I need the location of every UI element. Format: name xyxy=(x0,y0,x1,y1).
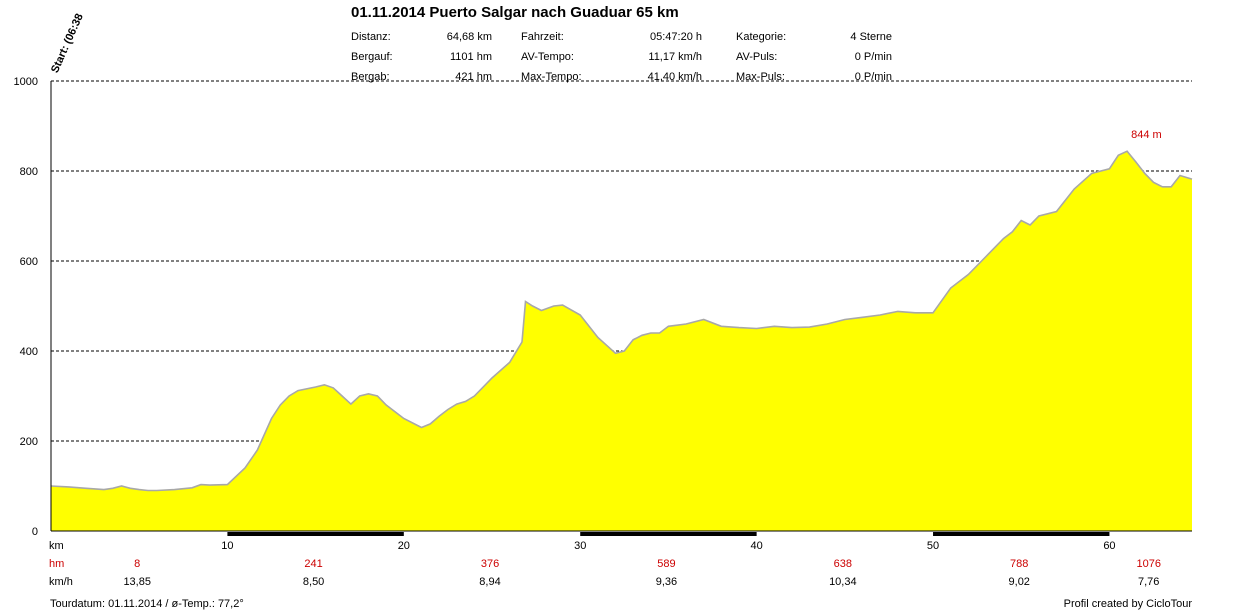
row-label-kmh: km/h xyxy=(49,576,73,588)
segment-hm-value: 376 xyxy=(481,558,499,570)
stat-value-max-tempo: 41,40 km/h xyxy=(647,71,702,83)
stat-value-bergauf: 1101 hm xyxy=(450,51,492,63)
elevation-line xyxy=(50,150,1193,492)
x-tick-label: 50 xyxy=(927,540,939,552)
row-label-hm: hm xyxy=(49,558,64,570)
y-tick-label: 800 xyxy=(20,166,38,178)
stat-value-bergab: 421 hm xyxy=(455,71,492,83)
y-tick-label: 1000 xyxy=(14,76,38,88)
elevation-area xyxy=(50,150,1193,531)
stat-value-av-puls: 0 P/min xyxy=(854,51,892,63)
stat-label-distanz: Distanz: xyxy=(351,31,391,43)
stat-label-av-puls: AV-Puls: xyxy=(736,51,778,63)
stat-label-bergab: Bergab: xyxy=(351,71,390,83)
segment-kmh-value: 13,85 xyxy=(123,576,151,588)
segment-hm-value: 1076 xyxy=(1136,558,1160,570)
segment-hm-value: 589 xyxy=(657,558,675,570)
segment-kmh-value: 10,34 xyxy=(829,576,857,588)
segment-hm-value: 8 xyxy=(134,558,140,570)
stat-label-kategorie: Kategorie: xyxy=(736,31,787,43)
chart-title: 01.11.2014 Puerto Salgar nach Guaduar 65… xyxy=(351,4,679,21)
elevation-fill xyxy=(51,151,1192,531)
chart-labels: 0 200 400 600 800 1000 10 20 30 40 50 60 km hm km/h 8 13… xyxy=(14,76,1162,588)
segment-kmh-value: 8,94 xyxy=(479,576,500,588)
x-tick-label: 60 xyxy=(1103,540,1115,552)
y-tick-label: 200 xyxy=(20,436,38,448)
segment-hm-value: 241 xyxy=(304,558,322,570)
stat-label-max-puls: Max-Puls: xyxy=(736,71,785,83)
y-tick-label: 0 xyxy=(32,526,38,538)
x-tick-label: 40 xyxy=(751,540,763,552)
stat-label-max-tempo: Max-Tempo: xyxy=(521,71,582,83)
y-tick-label: 400 xyxy=(20,346,38,358)
segment-kmh-value: 9,02 xyxy=(1009,576,1030,588)
segment-kmh-value: 9,36 xyxy=(656,576,677,588)
stat-value-max-puls: 0 P/min xyxy=(854,71,892,83)
stat-label-bergauf: Bergauf: xyxy=(351,51,393,63)
segment-hm-value: 788 xyxy=(1010,558,1028,570)
stat-value-kategorie: 4 Sterne xyxy=(850,31,892,43)
chart-axes xyxy=(50,81,1192,536)
y-tick-label: 600 xyxy=(20,256,38,268)
segment-kmh-value: 7,76 xyxy=(1138,576,1159,588)
km-segment-bar xyxy=(580,532,757,536)
stat-label-fahrzeit: Fahrzeit: xyxy=(521,31,564,43)
km-segment-bar xyxy=(933,532,1110,536)
x-tick-label: 30 xyxy=(574,540,586,552)
km-segment-bar xyxy=(227,532,404,536)
x-tick-label: 20 xyxy=(398,540,410,552)
footer-tour-info: Tourdatum: 01.11.2014 / ø-Temp.: 77,2° xyxy=(50,598,244,610)
x-tick-label: 10 xyxy=(221,540,233,552)
row-label-km: km xyxy=(49,540,64,552)
max-elevation-label: 844 m xyxy=(1131,129,1162,141)
segment-kmh-value: 8,50 xyxy=(303,576,324,588)
stat-value-distanz: 64,68 km xyxy=(446,31,492,43)
segment-hm-value: 638 xyxy=(834,558,852,570)
stat-value-av-tempo: 11,17 km/h xyxy=(648,51,702,63)
stat-value-fahrzeit: 05:47:20 h xyxy=(650,31,702,43)
stat-label-av-tempo: AV-Tempo: xyxy=(521,51,574,63)
footer-credit: Profil created by CicloTour xyxy=(1063,598,1192,610)
